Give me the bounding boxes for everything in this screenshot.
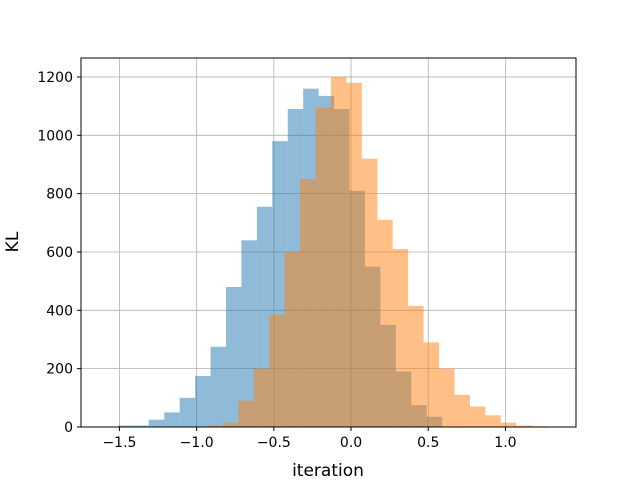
x-tick-label: 0.5 xyxy=(417,435,439,451)
x-axis-label: iteration xyxy=(292,461,364,480)
histogram-bar xyxy=(469,406,486,427)
histogram-bar xyxy=(361,158,378,428)
histogram-bar xyxy=(225,286,242,427)
histogram-bar xyxy=(148,419,165,427)
histogram-bar xyxy=(346,82,362,427)
histogram-bar xyxy=(179,397,196,427)
histogram-bar xyxy=(207,425,223,427)
histogram-bar xyxy=(300,179,316,427)
y-tick-label: 1000 xyxy=(37,128,73,144)
y-tick-label: 1200 xyxy=(37,70,73,86)
histogram-bar xyxy=(454,394,470,427)
histogram-bar xyxy=(423,342,440,427)
histogram-bar xyxy=(377,219,393,427)
y-tick-label: 800 xyxy=(46,187,73,203)
x-tick-label: −1.5 xyxy=(102,435,136,451)
x-tick-label: −1.0 xyxy=(180,435,214,451)
y-tick-label: 600 xyxy=(46,245,73,261)
histogram-bar xyxy=(210,346,226,427)
histogram-bar xyxy=(222,422,239,427)
histogram-bar xyxy=(500,422,517,427)
y-tick-label: 200 xyxy=(46,362,73,378)
histogram-bar xyxy=(330,76,347,427)
histogram-bar xyxy=(253,368,270,427)
histogram-bar xyxy=(392,249,409,427)
x-tick-label: −0.5 xyxy=(257,435,291,451)
histogram-bar xyxy=(133,425,149,427)
plot-frame xyxy=(80,57,577,428)
histogram-bar xyxy=(195,375,211,427)
histogram-bar xyxy=(269,314,285,427)
histogram-bar xyxy=(117,425,134,427)
y-tick-label: 400 xyxy=(46,303,73,319)
x-tick-label: 0.0 xyxy=(340,435,362,451)
histogram-bar xyxy=(516,425,532,427)
histogram-bar xyxy=(439,368,455,427)
histogram-bar xyxy=(164,412,180,427)
y-tick-label: 0 xyxy=(64,420,73,436)
histogram-bar xyxy=(408,305,424,427)
histogram-bar xyxy=(238,400,254,427)
y-axis-label: KL xyxy=(3,231,23,252)
x-tick-label: 1.0 xyxy=(494,435,516,451)
histogram-bar xyxy=(485,415,501,427)
histogram-bar xyxy=(284,251,301,427)
histogram-bar xyxy=(241,240,257,427)
histogram-bar xyxy=(315,107,331,428)
